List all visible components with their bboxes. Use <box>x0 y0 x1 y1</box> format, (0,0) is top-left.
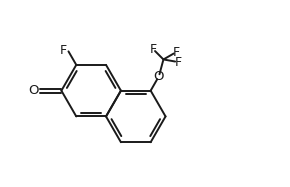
Text: O: O <box>154 70 164 83</box>
Text: F: F <box>174 56 182 68</box>
Text: F: F <box>149 42 157 56</box>
Text: F: F <box>173 46 180 59</box>
Text: O: O <box>29 84 39 97</box>
Text: F: F <box>60 44 67 57</box>
